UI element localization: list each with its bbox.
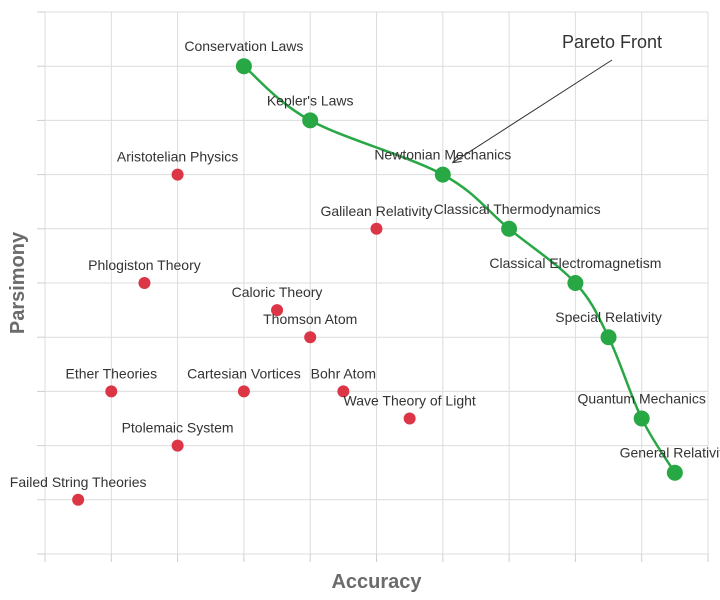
point-label: Phlogiston Theory (88, 257, 201, 273)
point-label: Aristotelian Physics (117, 149, 238, 165)
pareto-point (633, 410, 650, 427)
x-axis-label: Accuracy (331, 571, 422, 593)
annotation-text: Pareto Front (562, 32, 662, 52)
point-label: Ether Theories (66, 365, 158, 381)
point-label: Bohr Atom (311, 365, 376, 381)
y-axis-label: Parsimony (7, 231, 29, 334)
point-label: Newtonian Mechanics (374, 147, 511, 163)
annotation-arrow-line (452, 59, 613, 164)
dominated-point (171, 439, 184, 452)
dominated-point (271, 304, 284, 317)
point-label: Thomson Atom (263, 311, 357, 327)
point-label: Classical Electromagnetism (489, 255, 661, 271)
dominated-point (237, 385, 250, 398)
data-points (72, 58, 683, 506)
pareto-point (302, 112, 319, 129)
point-label: Ptolemaic System (122, 420, 234, 436)
dominated-point (138, 277, 151, 289)
pareto-point (567, 275, 584, 291)
dominated-point (403, 412, 416, 425)
point-label: General Relativity (620, 445, 720, 461)
dominated-point (304, 331, 317, 344)
pareto-point (600, 329, 617, 346)
point-label: Caloric Theory (232, 284, 323, 300)
pareto-point (434, 166, 451, 183)
pareto-front-curve (243, 65, 676, 474)
dominated-point (370, 222, 383, 235)
dominated-point (171, 168, 184, 181)
point-label: Quantum Mechanics (577, 391, 705, 407)
annotation: Pareto Front (451, 32, 662, 164)
point-label: Classical Thermodynamics (434, 201, 601, 217)
point-label: Galilean Relativity (320, 203, 432, 219)
dominated-point (72, 493, 85, 506)
point-label: Cartesian Vortices (187, 365, 301, 381)
point-label: Failed String Theories (10, 474, 147, 490)
dominated-point (337, 385, 350, 398)
point-label: Kepler's Laws (267, 92, 354, 108)
point-label: Conservation Laws (184, 38, 303, 54)
pareto-point (235, 58, 252, 75)
pareto-point (501, 220, 518, 237)
point-label: Wave Theory of Light (344, 393, 476, 409)
dominated-point (105, 385, 118, 398)
point-label: Special Relativity (555, 309, 662, 325)
annotation-arrow-head (451, 154, 462, 164)
point-labels: Conservation Laws Kepler's Laws Newtonian … (10, 38, 720, 490)
pareto-point (666, 464, 683, 481)
axes (37, 11, 709, 562)
